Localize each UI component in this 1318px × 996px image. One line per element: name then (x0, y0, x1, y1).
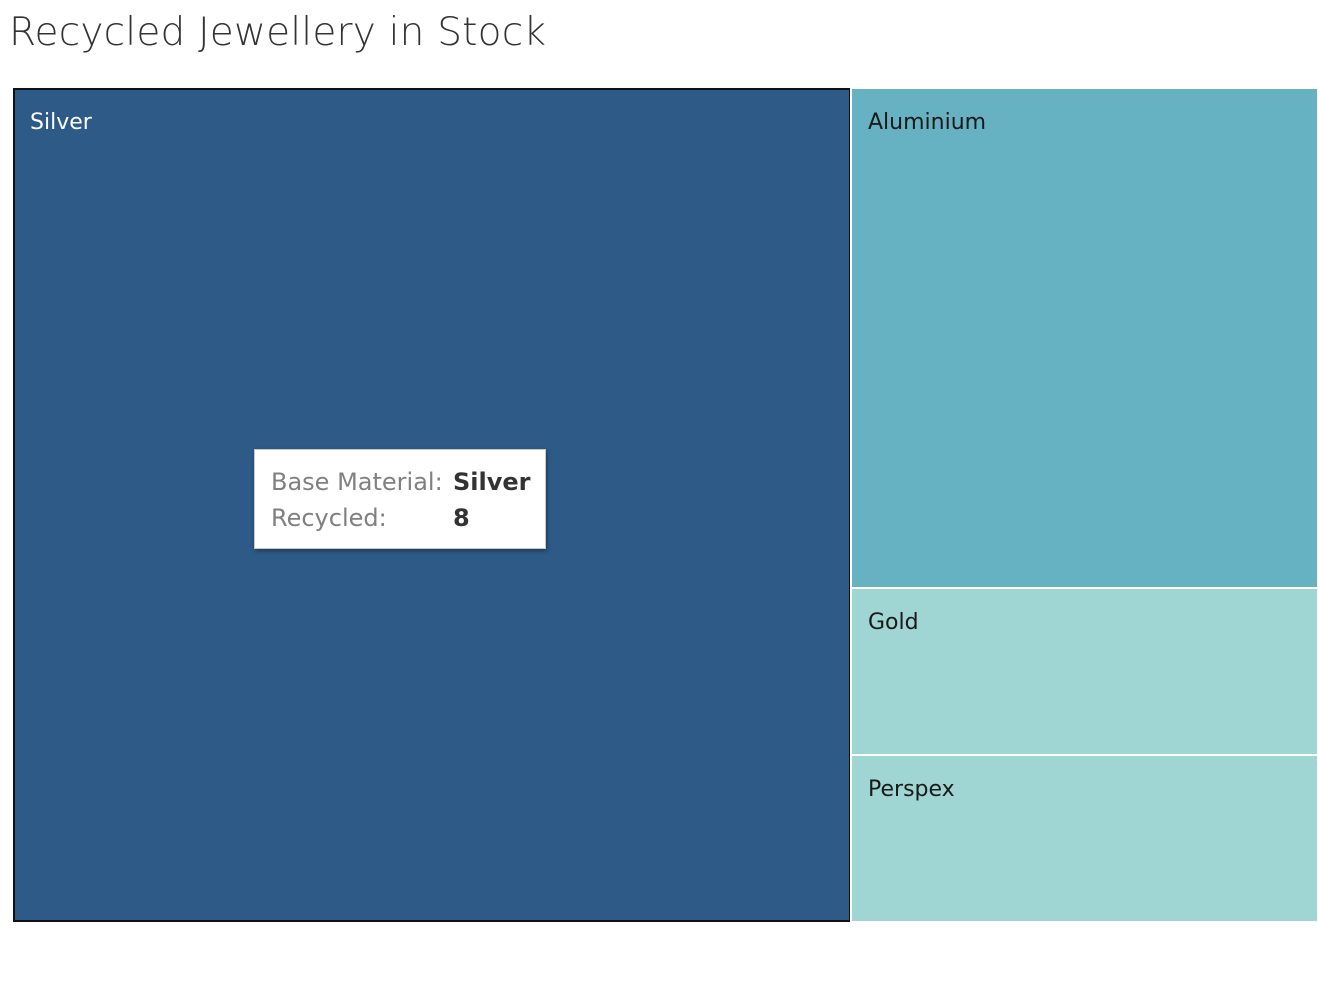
tooltip-key-recycled: Recycled: (271, 504, 387, 532)
treemap-rect-gold[interactable] (850, 587, 1318, 756)
treemap-label-silver: Silver (30, 110, 93, 135)
treemap-label-perspex: Perspex (868, 777, 955, 802)
tooltip-value-recycled: 8 (453, 504, 470, 532)
chart-title: Recycled Jewellery in Stock (9, 10, 547, 55)
treemap-rect-perspex[interactable] (850, 754, 1318, 923)
treemap-label-gold: Gold (868, 610, 919, 635)
treemap-tile-gold[interactable]: Gold (850, 587, 1318, 756)
treemap-tile-aluminium[interactable]: Aluminium (850, 87, 1318, 589)
treemap-label-aluminium: Aluminium (868, 110, 986, 135)
tooltip-row-recycled: Recycled: 8 (271, 504, 470, 532)
treemap-rect-aluminium[interactable] (850, 87, 1318, 589)
treemap-tile-perspex[interactable]: Perspex (850, 754, 1318, 923)
tooltip-value-material: Silver (453, 468, 531, 496)
tooltip: Base Material: Silver Recycled: 8 (254, 449, 546, 549)
tooltip-key-material: Base Material: (271, 468, 443, 496)
tooltip-row-material: Base Material: Silver (271, 468, 531, 496)
